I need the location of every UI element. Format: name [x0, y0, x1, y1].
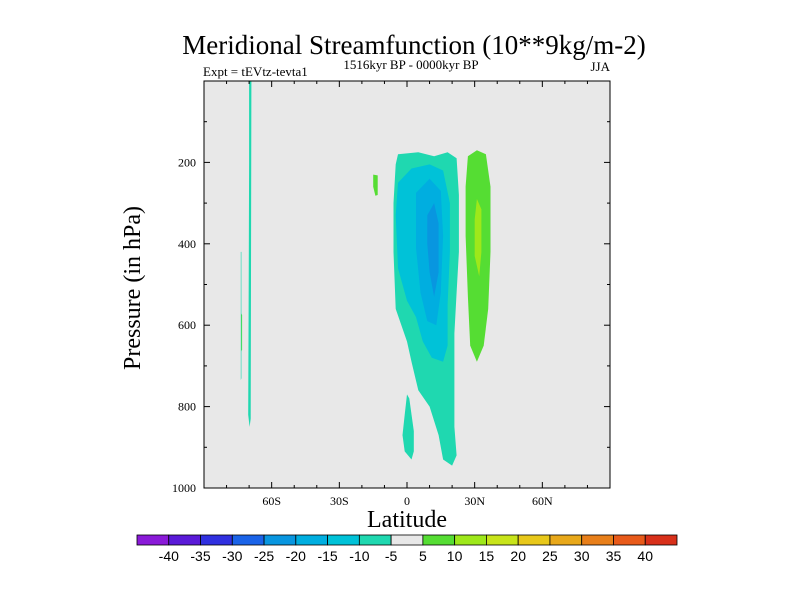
- colorbar-label: 20: [510, 548, 526, 564]
- colorbar-label: 25: [542, 548, 558, 564]
- colorbar-swatch: [644, 534, 678, 546]
- axis-ticks: 60S 30S 0 30N 60N 200 400 600 800 1000: [172, 81, 610, 508]
- colorbar-swatch: [136, 534, 170, 546]
- colorbar-label: -5: [385, 548, 398, 564]
- contour-neg-stripe-73s-thin: [240, 251, 242, 381]
- colorbar-label: 40: [637, 548, 653, 564]
- x-tick-label: 30S: [330, 494, 349, 508]
- colorbar-swatch: [327, 534, 360, 546]
- colorbar-swatch: [549, 534, 583, 546]
- colorbar-swatch: [358, 534, 392, 546]
- colorbar-swatch: [231, 534, 265, 546]
- colorbar-label: -30: [222, 548, 242, 564]
- y-tick-label: 200: [178, 155, 196, 169]
- y-tick-label: 800: [178, 400, 196, 414]
- colorbar-swatch: [168, 534, 201, 546]
- x-tick-label: 30N: [464, 494, 485, 508]
- contour-pos-cell-core: [474, 199, 482, 277]
- plot-area: [203, 80, 611, 489]
- colorbar-label: 5: [419, 548, 427, 564]
- contour-pos-speck-15s: [373, 174, 378, 196]
- colorbar-swatch: [200, 534, 233, 546]
- colorbar-label: -20: [286, 548, 306, 564]
- x-tick-label: 60N: [532, 494, 553, 508]
- colorbar-label: 30: [574, 548, 590, 564]
- x-tick-label: 60S: [262, 494, 281, 508]
- x-axis-label: Latitude: [367, 507, 447, 533]
- chart-subtitle-left: Expt = tEVtz-tevta1: [203, 64, 308, 79]
- colorbar-swatch: [486, 534, 519, 546]
- colorbar-label: -35: [190, 548, 210, 564]
- chart-subtitle-center: 1516kyr BP - 0000kyr BP: [343, 57, 478, 72]
- x-tick-label: 0: [404, 494, 410, 508]
- colorbar-swatch: [263, 534, 297, 546]
- y-tick-label: 1000: [172, 481, 196, 495]
- y-axis-label: Pressure (in hPa): [120, 206, 146, 370]
- colorbar-swatch: [295, 534, 328, 546]
- colorbar-label: -10: [349, 548, 369, 564]
- colorbar-swatch: [613, 534, 646, 546]
- colorbar-label: 10: [447, 548, 463, 564]
- chart-title: Meridional Streamfunction (10**9kg/m-2): [182, 30, 645, 60]
- contour-neg-cell-foot: [402, 394, 414, 460]
- colorbar-label: -25: [254, 548, 274, 564]
- colorbar-swatch: [517, 534, 551, 546]
- contour-neg-cell-minus20: [427, 203, 439, 297]
- y-tick-label: 600: [178, 318, 196, 332]
- colorbar: -40 -35 -30 -25 -20 -15 -10 -5 5 10 15 20 25 30 35 40: [136, 534, 678, 564]
- colorbar-swatch: [454, 534, 487, 546]
- colorbar-label: 15: [479, 548, 495, 564]
- colorbar-swatch: [390, 534, 424, 546]
- chart-subtitle-right: JJA: [590, 59, 610, 74]
- colorbar-swatch: [581, 534, 614, 546]
- colorbar-label: -40: [159, 548, 179, 564]
- contour-neg-stripe-70s: [248, 81, 252, 427]
- colorbar-label: 35: [606, 548, 622, 564]
- colorbar-label: -15: [317, 548, 337, 564]
- y-tick-label: 400: [178, 237, 196, 251]
- colorbar-swatch: [422, 534, 456, 546]
